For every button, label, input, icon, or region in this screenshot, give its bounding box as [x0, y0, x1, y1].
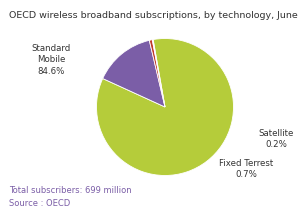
Wedge shape	[97, 39, 233, 175]
Wedge shape	[103, 40, 165, 107]
Text: OECD wireless broadband subscriptions, by technology, June 2012: OECD wireless broadband subscriptions, b…	[9, 11, 300, 20]
Text: Fixed Terrest
0.7%: Fixed Terrest 0.7%	[219, 159, 273, 179]
Text: Satellite
0.2%: Satellite 0.2%	[258, 129, 294, 149]
Text: Dedicated Data
14.5%: Dedicated Data 14.5%	[185, 99, 253, 119]
Text: Total subscribers: 699 million: Total subscribers: 699 million	[9, 186, 132, 195]
Wedge shape	[149, 40, 165, 107]
Wedge shape	[152, 40, 165, 107]
Text: Standard
Mobile
84.6%: Standard Mobile 84.6%	[32, 44, 70, 76]
Text: Source : OECD: Source : OECD	[9, 199, 70, 208]
